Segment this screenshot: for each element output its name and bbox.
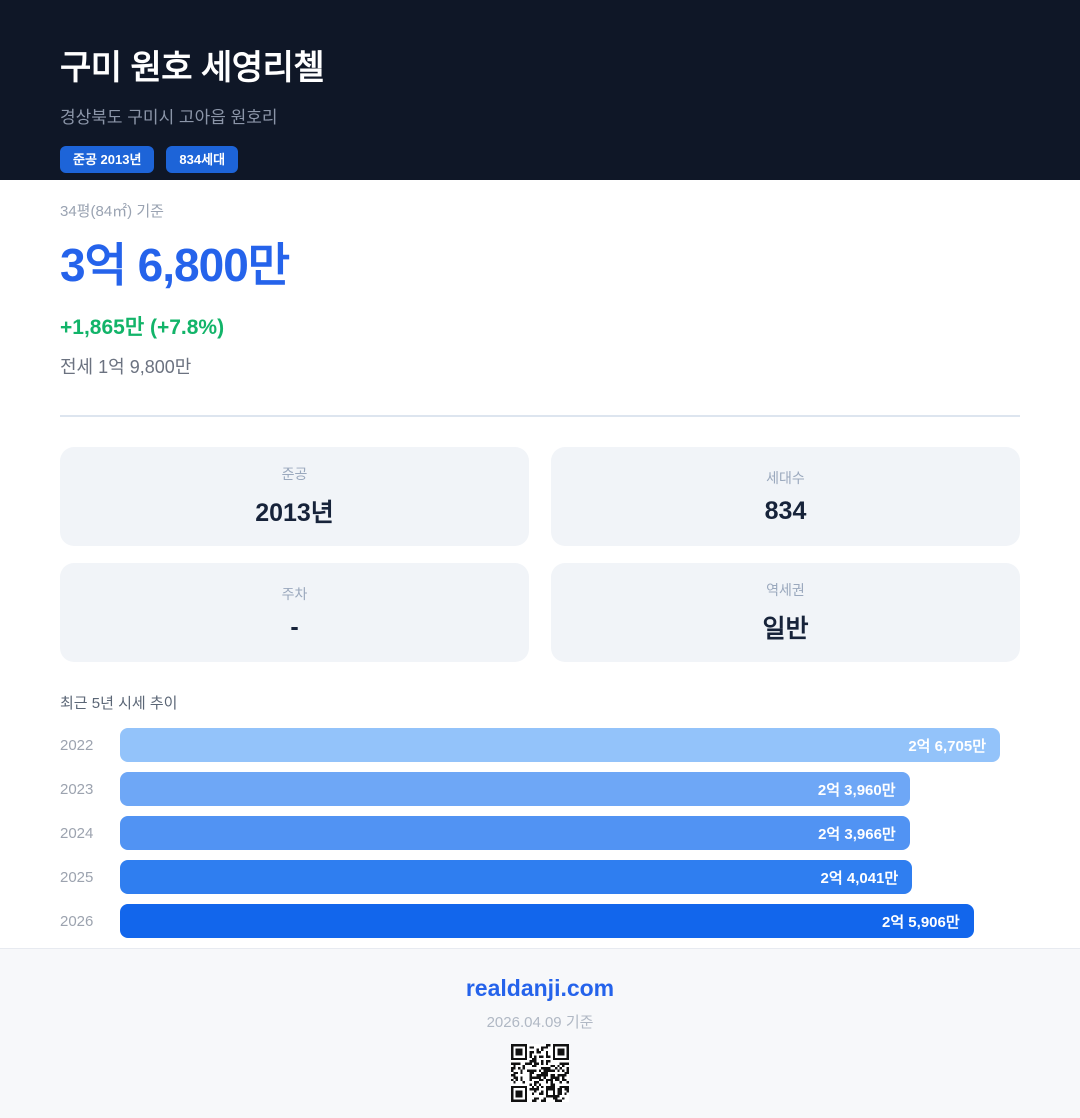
info-card-value: 834 bbox=[764, 496, 807, 525]
info-card-value: 일반 bbox=[762, 615, 809, 643]
info-card-parking: 주차 - bbox=[60, 563, 529, 662]
chart-bar: 2억 3,960만 bbox=[120, 772, 910, 806]
completion-badge: 준공 2013년 bbox=[60, 146, 155, 173]
price-trend-chart: 2022 2억 6,705만 2023 2억 3,960만 2024 2억 3,966만 2… bbox=[60, 728, 1020, 938]
divider bbox=[60, 415, 1020, 417]
chart-row: 2023 2억 3,960만 bbox=[60, 772, 1020, 806]
chart-title: 최근 5년 시세 추이 bbox=[60, 695, 178, 712]
chart-year-label: 2026 bbox=[60, 912, 94, 930]
chart-bar-track: 2억 3,966만 bbox=[120, 816, 1000, 850]
chart-bar-value: 2억 3,960만 bbox=[817, 781, 896, 799]
chart-row: 2026 2억 5,906만 bbox=[60, 904, 1020, 938]
info-card-label: 준공 bbox=[281, 466, 308, 482]
chart-bar-value: 2억 3,966만 bbox=[818, 825, 896, 843]
info-card-value: - bbox=[290, 612, 299, 641]
info-card-label: 주차 bbox=[281, 585, 308, 602]
chart-row: 2025 2억 4,041만 bbox=[60, 860, 1020, 894]
site-link[interactable]: realdanji.com bbox=[465, 975, 615, 1001]
price-basis: 34평(84㎡) 기준 bbox=[60, 203, 164, 220]
chart-bar-track: 2억 5,906만 bbox=[120, 904, 1000, 938]
chart-bar-track: 2억 4,041만 bbox=[120, 860, 1000, 894]
price-summary: 34평(84㎡) 기준 3억 6,800만 +1,865만 (+7.8%) 전세… bbox=[0, 180, 1080, 417]
chart-bar-value: 2억 4,041만 bbox=[820, 869, 899, 887]
jeonse-price: 전세 1억 9,800만 bbox=[60, 357, 192, 377]
price-change: +1,865만 (+7.8%) bbox=[60, 316, 225, 339]
chart-year-label: 2025 bbox=[60, 868, 94, 886]
chart-year-label: 2024 bbox=[60, 824, 94, 842]
current-price: 3억 6,800만 bbox=[60, 239, 290, 291]
chart-row: 2022 2억 6,705만 bbox=[60, 728, 1020, 762]
chart-bar: 2억 6,705만 bbox=[120, 728, 1000, 762]
address: 경상북도 구미시 고아읍 원호리 bbox=[60, 108, 278, 127]
price-trend-section: 최근 5년 시세 추이 2022 2억 6,705만 2023 2억 3,960만 20… bbox=[0, 662, 1080, 948]
chart-bar-value: 2억 5,906만 bbox=[882, 913, 960, 931]
info-card-households: 세대수 834 bbox=[551, 447, 1020, 546]
chart-bar-value: 2억 6,705만 bbox=[908, 737, 986, 755]
chart-bar: 2억 5,906만 bbox=[120, 904, 974, 938]
date-note: 2026.04.09 기준 bbox=[486, 1014, 594, 1031]
footer: realdanji.com 2026.04.09 기준 bbox=[0, 948, 1080, 1118]
info-card-grid: 준공 2013년 세대수 834 주차 - 역세권 일반 bbox=[60, 447, 1020, 662]
chart-bar-track: 2억 6,705만 bbox=[120, 728, 1000, 762]
info-card-label: 역세권 bbox=[766, 582, 805, 598]
chart-bar: 2억 4,041만 bbox=[120, 860, 913, 894]
households-badge: 834세대 bbox=[166, 146, 239, 173]
chart-bar-track: 2억 3,960만 bbox=[120, 772, 1000, 806]
chart-row: 2024 2억 3,966만 bbox=[60, 816, 1020, 850]
chart-year-label: 2022 bbox=[60, 736, 94, 754]
chart-year-label: 2023 bbox=[60, 780, 94, 798]
chart-bar: 2억 3,966만 bbox=[120, 816, 910, 850]
qr-code-icon bbox=[511, 1044, 569, 1102]
header: 구미 원호 세영리첼 경상북도 구미시 고아읍 원호리 준공 2013년 834… bbox=[0, 0, 1080, 180]
page-title: 구미 원호 세영리첼 bbox=[60, 49, 325, 87]
info-card-value: 2013년 bbox=[255, 499, 334, 527]
info-card-station-area: 역세권 일반 bbox=[551, 563, 1020, 662]
info-card-completion: 준공 2013년 bbox=[60, 447, 529, 546]
info-card-label: 세대수 bbox=[766, 469, 805, 486]
badge-row: 준공 2013년 834세대 bbox=[60, 146, 1020, 173]
